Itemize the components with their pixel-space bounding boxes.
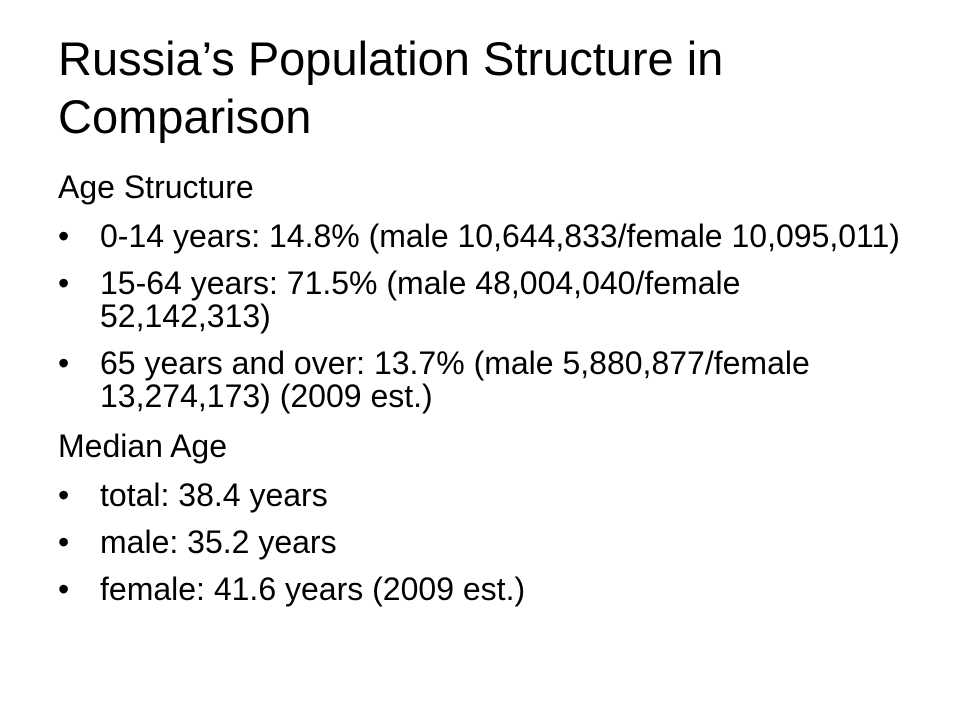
bullet-list: total: 38.4 years male: 35.2 years female:… [58,479,920,607]
bullet-item: total: 38.4 years [58,479,920,513]
bullet-item: 65 years and over: 13.7% (male 5,880,877… [58,347,920,413]
slide-title: Russia’s Population Structure in Compari… [58,32,724,143]
slide-body: Age Structure 0-14 years: 14.8% (male 10,… [58,168,918,620]
bullet-item: 0-14 years: 14.8% (male 10,644,833/femal… [58,220,920,254]
section-heading: Median Age [58,428,228,464]
bullet-item: female: 41.6 years (2009 est.) [58,573,920,607]
section-heading: Age Structure [58,169,254,205]
bullet-item: male: 35.2 years [58,526,920,560]
bullet-item: 15-64 years: 71.5% (male 48,004,040/fema… [58,267,920,333]
bullet-list: 0-14 years: 14.8% (male 10,644,833/femal… [58,220,918,413]
